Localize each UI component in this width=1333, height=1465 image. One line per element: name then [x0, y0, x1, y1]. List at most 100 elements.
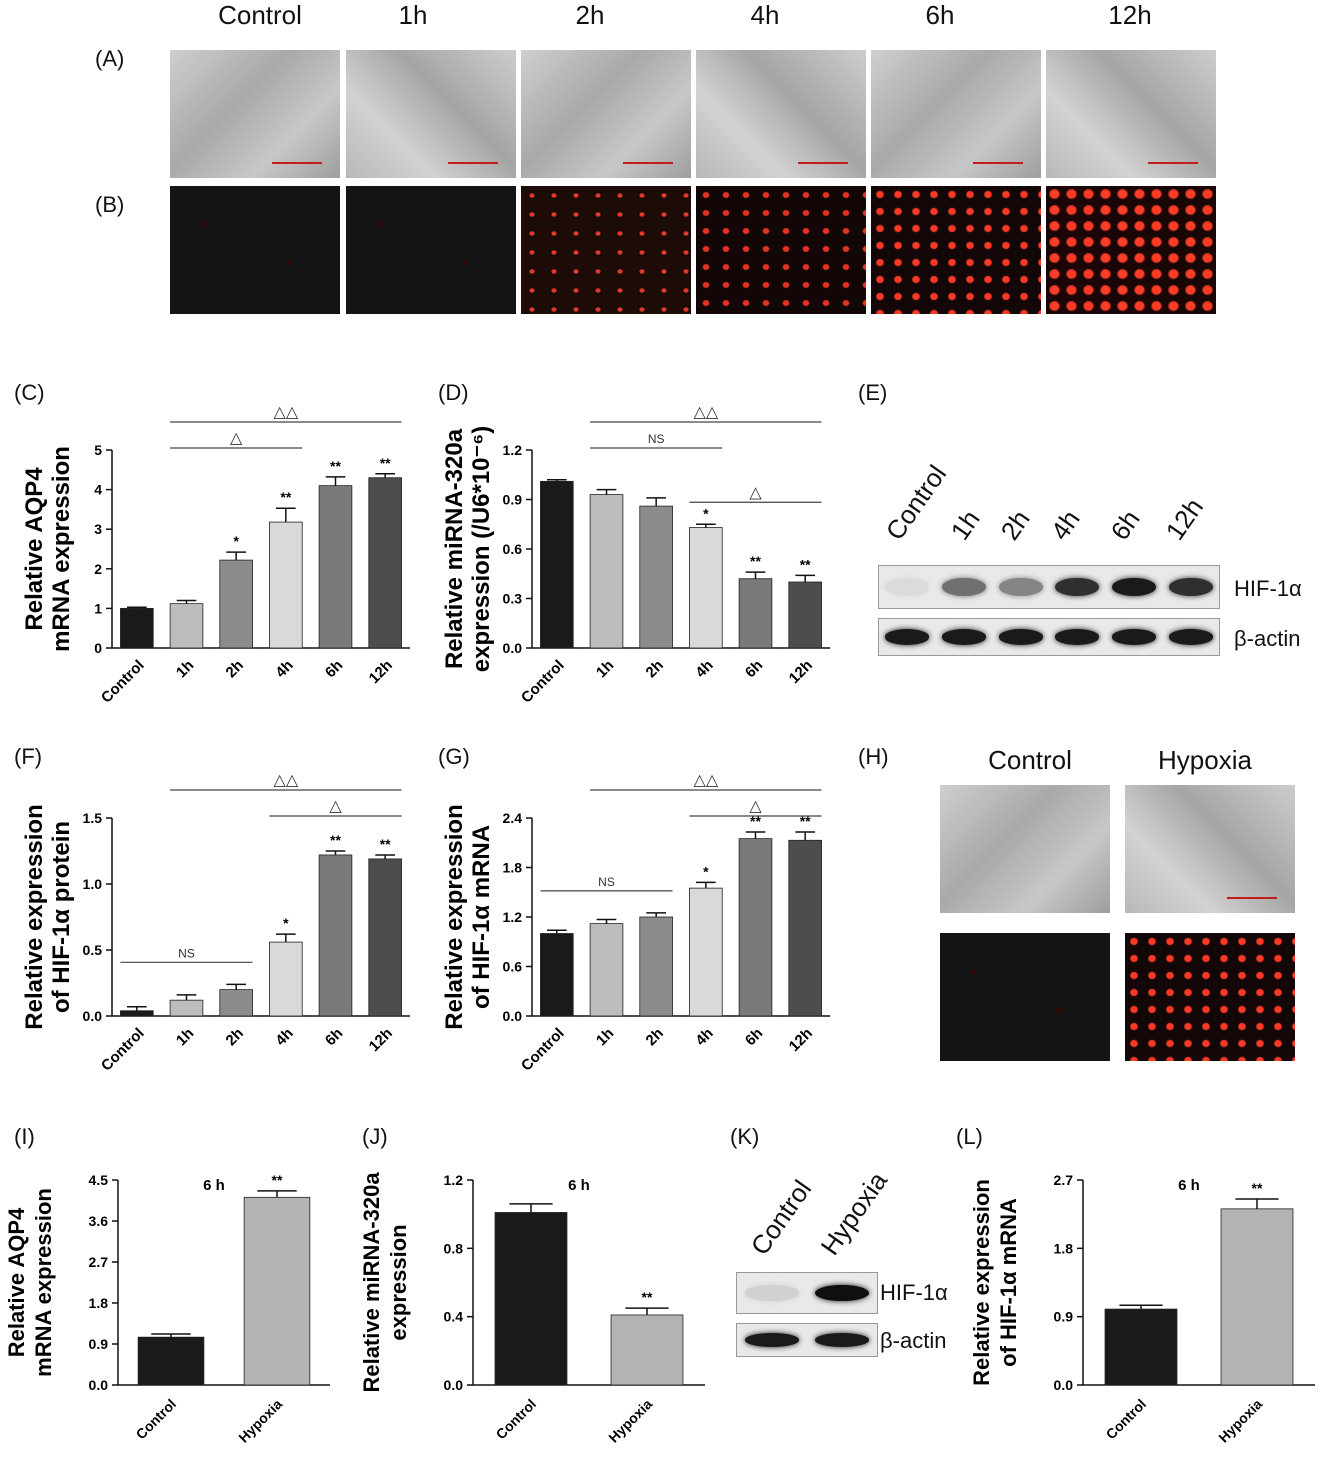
bar	[494, 1212, 568, 1386]
x-tick-label: 1h	[593, 1025, 617, 1049]
micrograph-fluorescence-6h	[871, 186, 1041, 314]
y-axis-label: Relative expression	[21, 804, 48, 1029]
bar	[1104, 1308, 1178, 1386]
chart-c-aqp4-mrna: 0 1 2 3 4 5 Relative AQP4 mRNA expression Contro…	[21, 404, 410, 707]
x-tick-label: 2h	[643, 1025, 667, 1049]
micrograph-brightfield-12h	[1046, 50, 1216, 178]
bar	[639, 505, 673, 649]
x-tick-label: Control	[518, 657, 568, 707]
bar	[169, 999, 204, 1017]
blot-band	[941, 578, 987, 596]
blot-band	[1168, 629, 1213, 645]
x-tick-label: Hypoxia	[235, 1396, 285, 1446]
micrograph-brightfield-control	[170, 50, 340, 178]
blot-band	[1111, 578, 1157, 596]
x-tick-label: 2h	[643, 657, 667, 681]
blot-band	[1111, 629, 1157, 645]
bar	[589, 494, 624, 649]
x-tick-label: 1h	[173, 657, 197, 681]
significance-marker: **	[642, 1289, 653, 1305]
bar	[540, 933, 574, 1017]
significance-marker: *	[703, 863, 709, 879]
micrograph-h-fluorescence-control	[940, 933, 1110, 1061]
time-annotation: 6 h	[203, 1177, 225, 1194]
y-axis-label: expression (/U6*10⁻⁶)	[468, 426, 495, 672]
comparison-label: △	[230, 430, 243, 447]
bar	[269, 521, 303, 649]
y-tick-label: 1.8	[503, 860, 523, 876]
comparison-label: △	[749, 484, 762, 501]
y-tick-label: 5	[94, 442, 102, 458]
bar	[219, 559, 253, 649]
y-tick-label: 0.0	[503, 1008, 523, 1024]
micrograph-brightfield-2h	[521, 50, 691, 178]
panel-label-b: (B)	[95, 192, 125, 217]
y-axis-label: Relative expression	[969, 1179, 994, 1386]
significance-marker: **	[800, 813, 811, 829]
micrograph-fluorescence-2h	[521, 186, 691, 314]
y-tick-label: 2.7	[1054, 1172, 1074, 1188]
bar	[318, 854, 353, 1017]
bar	[269, 941, 303, 1017]
column-header-1h: 1h	[398, 0, 428, 30]
bar	[1220, 1208, 1294, 1386]
scale-bar	[1227, 897, 1277, 899]
y-tick-label: 1.5	[83, 810, 103, 826]
comparison-label: △△	[694, 772, 719, 789]
blot-row-hif1a	[736, 1272, 878, 1314]
y-axis-label: of HIF-1α mRNA	[996, 1198, 1021, 1367]
x-tick-label: 6h	[322, 657, 346, 681]
y-tick-label: 3.6	[89, 1213, 109, 1229]
comparison-label: △△	[274, 404, 299, 421]
x-tick-label: 1h	[593, 657, 617, 681]
h-column-header-hypoxia: Hypoxia	[1158, 745, 1252, 775]
panel-label-a: (A)	[95, 46, 125, 71]
x-tick-label: 6h	[742, 1025, 766, 1049]
x-tick-label: 1h	[173, 1025, 197, 1049]
chart-i-aqp4-6h: 0.0 0.9 1.8 2.7 3.6 4.5 Relative AQP4 mRNA expr…	[4, 1172, 330, 1446]
column-header-6h: 6h	[925, 0, 955, 30]
y-tick-label: 1.8	[1054, 1240, 1074, 1256]
y-axis-label: Relative AQP4	[21, 467, 48, 631]
bar	[219, 989, 253, 1017]
scale-bar	[798, 162, 848, 164]
comparison-label: △△	[694, 404, 719, 421]
bar	[689, 887, 723, 1017]
micrograph-brightfield-6h	[871, 50, 1041, 178]
x-tick-label: Control	[98, 657, 148, 707]
x-tick-label: 4h	[272, 657, 296, 681]
bar	[243, 1196, 311, 1386]
micrograph-brightfield-1h	[346, 50, 516, 178]
bar	[738, 838, 773, 1017]
micrograph-h-fluorescence-hypoxia	[1125, 933, 1295, 1061]
blot-row-beta-actin	[878, 618, 1220, 656]
y-tick-label: 0.4	[444, 1309, 464, 1325]
micrograph-h-brightfield-control	[940, 785, 1110, 913]
blot-lane-label: Control	[879, 459, 953, 546]
panel-label-i: (I)	[14, 1124, 35, 1149]
blot-row-label-hif1a: HIF-1α	[1234, 576, 1302, 601]
micrograph-h-brightfield-hypoxia	[1125, 785, 1295, 913]
panel-label-k: (K)	[730, 1124, 760, 1149]
significance-marker: **	[750, 813, 761, 829]
y-tick-label: 0.6	[503, 959, 523, 975]
chart-g-hif1a-mrna: 0.0 0.6 1.2 1.8 2.4 Relative expression of HIF…	[441, 772, 830, 1075]
y-tick-label: 2.4	[503, 810, 523, 826]
y-axis-label: Relative miRNA-320a	[441, 428, 468, 669]
blot-row-label-hif1a: HIF-1α	[880, 1280, 948, 1305]
y-tick-label: 0.0	[83, 1008, 103, 1024]
blot-row-beta-actin	[736, 1323, 878, 1357]
significance-marker: **	[1252, 1180, 1263, 1196]
blot-band	[744, 1284, 800, 1302]
bar	[689, 527, 723, 649]
bar	[318, 485, 353, 649]
comparison-label: NS	[598, 875, 615, 889]
x-tick-label: Control	[518, 1025, 568, 1075]
comparison-label: NS	[178, 946, 195, 960]
x-tick-label: 2h	[223, 1025, 247, 1049]
y-axis-label: Relative expression	[441, 804, 468, 1029]
micrograph-fluorescence-12h	[1046, 186, 1216, 314]
y-tick-label: 4.5	[89, 1172, 109, 1188]
h-column-header-control: Control	[988, 745, 1072, 775]
y-tick-label: 1	[94, 600, 102, 616]
